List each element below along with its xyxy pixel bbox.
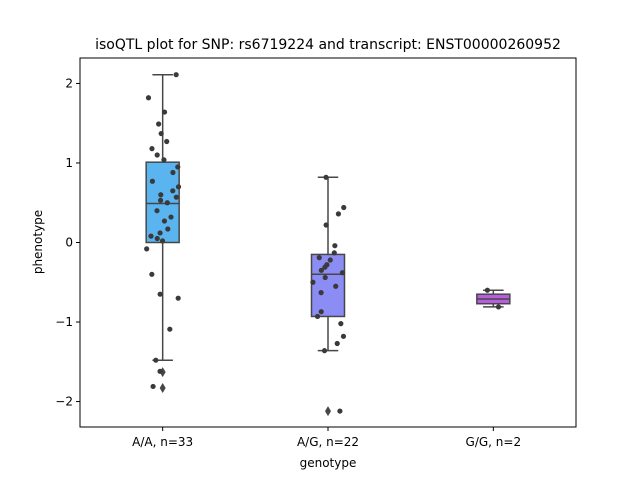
data-point xyxy=(148,233,154,239)
data-point xyxy=(331,250,337,256)
data-point xyxy=(173,194,179,200)
data-point xyxy=(149,178,155,184)
data-point xyxy=(173,72,179,78)
data-point xyxy=(154,235,160,242)
data-point xyxy=(318,267,324,273)
data-point xyxy=(332,243,338,249)
y-tick-label: 2 xyxy=(65,76,73,90)
outlier-marker xyxy=(159,383,166,394)
data-point xyxy=(149,271,155,277)
data-point xyxy=(164,200,170,206)
x-axis: A/A, n=33 A/G, n=22 G/G, n=2 xyxy=(132,427,521,449)
y-tick-label: −1 xyxy=(55,315,73,329)
data-point xyxy=(149,146,155,152)
data-point xyxy=(157,197,164,203)
box-iqr xyxy=(145,161,180,244)
data-point xyxy=(318,290,324,296)
x-tick-label: G/G, n=2 xyxy=(466,435,522,449)
data-point xyxy=(144,246,150,252)
data-point xyxy=(322,264,328,270)
y-axis-label: phenotype xyxy=(31,210,45,274)
y-tick-label: 1 xyxy=(65,156,73,170)
data-point xyxy=(340,333,347,339)
data-point xyxy=(484,287,490,293)
data-point xyxy=(157,368,163,374)
plot-area xyxy=(144,72,511,417)
data-point xyxy=(323,174,329,180)
data-point xyxy=(158,192,164,198)
data-point xyxy=(175,184,182,190)
data-point xyxy=(322,274,328,281)
data-point xyxy=(150,383,156,390)
data-point xyxy=(158,130,164,137)
data-point xyxy=(145,95,152,101)
data-point xyxy=(321,348,328,354)
data-point xyxy=(334,340,340,347)
data-point xyxy=(175,295,181,301)
data-point xyxy=(170,169,176,176)
data-point xyxy=(157,230,163,236)
data-point xyxy=(339,270,346,276)
y-axis: −2 −1 0 1 2 xyxy=(55,76,80,409)
data-point xyxy=(157,291,163,297)
data-point xyxy=(161,218,168,224)
data-point xyxy=(168,214,174,220)
data-point xyxy=(495,304,502,310)
data-point xyxy=(175,164,181,170)
data-point xyxy=(323,222,329,228)
data-point xyxy=(167,326,173,332)
chart-title: isoQTL plot for SNP: rs6719224 and trans… xyxy=(95,37,561,53)
data-point xyxy=(335,211,342,217)
data-point xyxy=(159,238,166,244)
data-point xyxy=(310,279,316,285)
x-tick-label: A/G, n=22 xyxy=(297,435,359,449)
data-point xyxy=(153,357,159,363)
data-point xyxy=(164,138,170,145)
data-point xyxy=(333,283,339,289)
outlier-marker xyxy=(325,406,331,417)
data-point xyxy=(316,255,322,261)
data-point xyxy=(327,257,333,263)
x-tick-label: A/A, n=33 xyxy=(132,435,193,449)
data-point xyxy=(154,208,160,214)
data-point xyxy=(318,309,324,315)
data-point xyxy=(161,157,167,163)
data-point xyxy=(156,121,162,127)
x-axis-label: genotype xyxy=(300,456,357,470)
data-point xyxy=(161,109,168,115)
y-tick-label: 0 xyxy=(65,236,73,250)
data-point xyxy=(314,313,321,320)
y-tick-label: −2 xyxy=(55,395,73,409)
data-point xyxy=(338,321,344,327)
data-point xyxy=(341,204,347,211)
data-point xyxy=(165,226,171,232)
data-point xyxy=(170,188,176,194)
data-point xyxy=(337,408,343,414)
data-point xyxy=(154,152,160,158)
